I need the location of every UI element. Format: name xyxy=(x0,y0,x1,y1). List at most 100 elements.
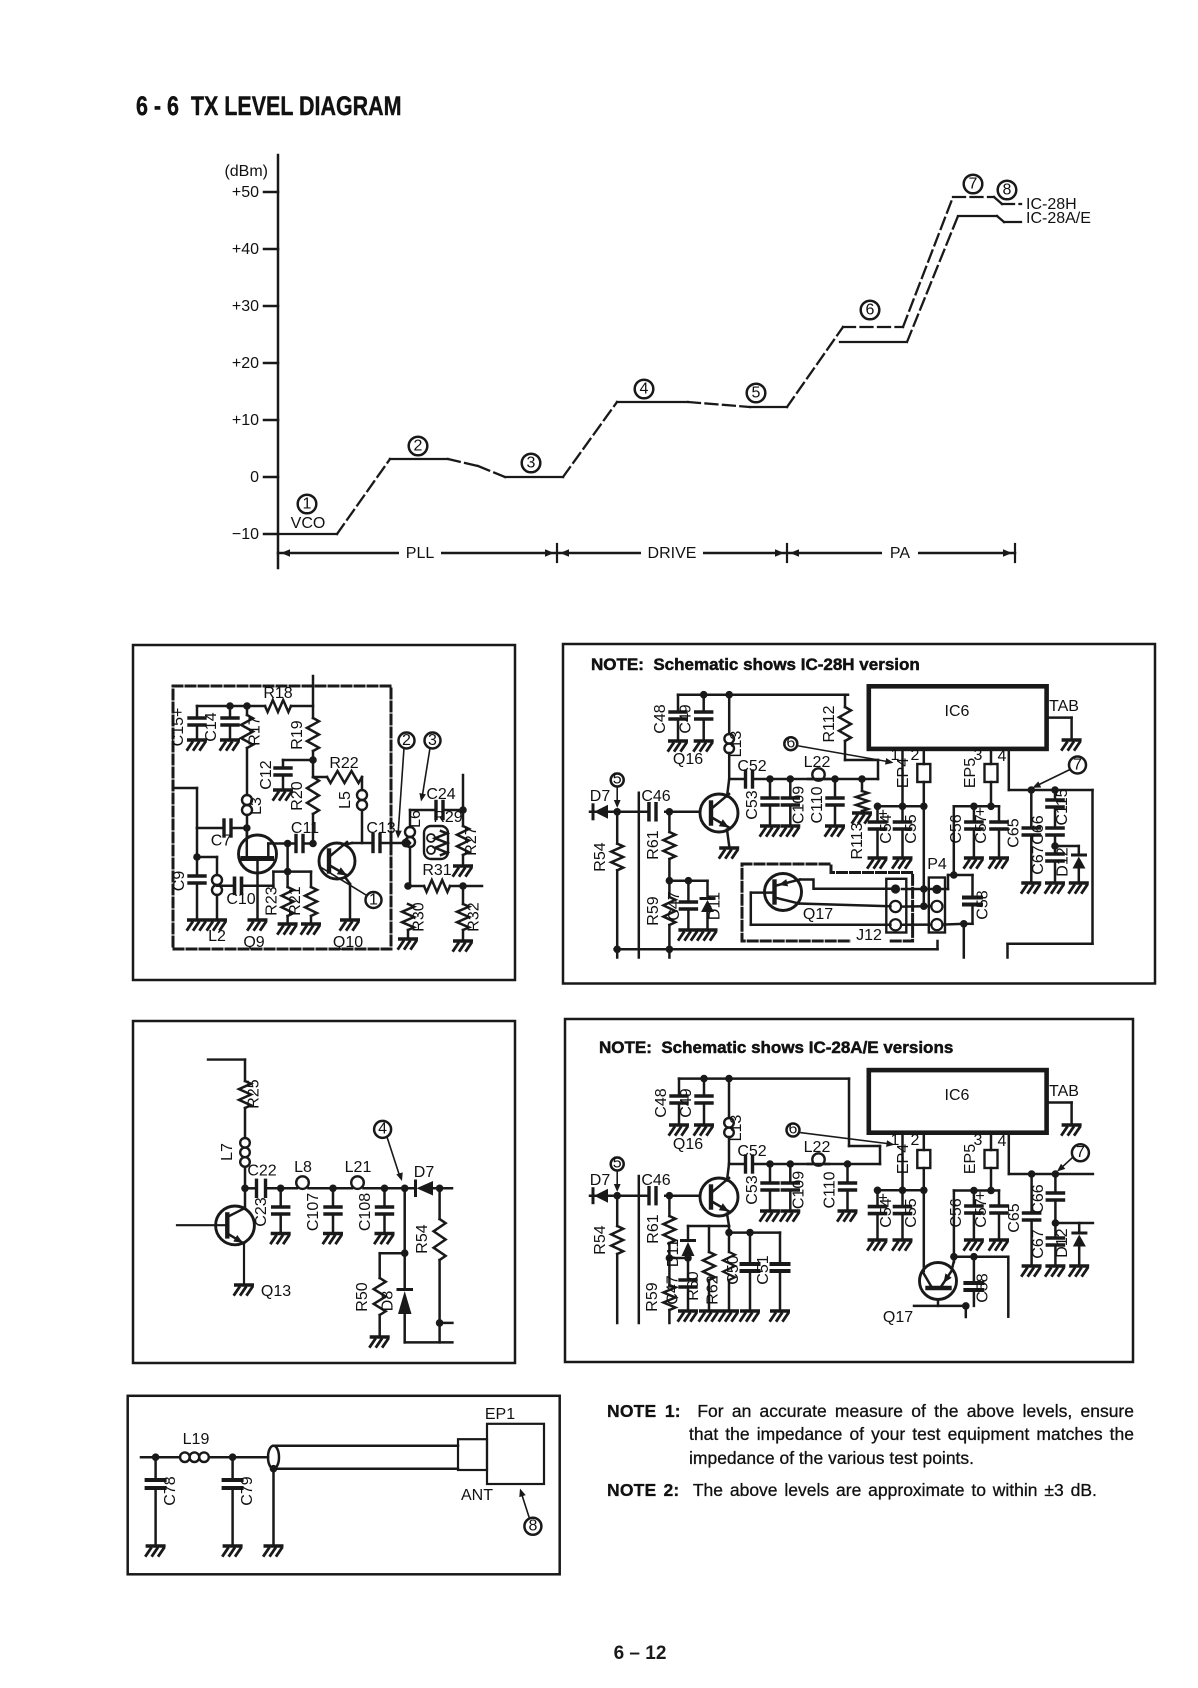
svg-text:Q9: Q9 xyxy=(243,934,264,951)
svg-text:C53: C53 xyxy=(744,790,761,819)
svg-text:C67: C67 xyxy=(1030,1229,1047,1258)
svg-text:+: + xyxy=(878,1190,887,1207)
svg-text:4: 4 xyxy=(378,1121,387,1138)
svg-text:4: 4 xyxy=(998,748,1007,765)
svg-text:C57: C57 xyxy=(973,1198,990,1227)
svg-text:L7: L7 xyxy=(219,1143,236,1161)
svg-text:C108: C108 xyxy=(357,1193,374,1231)
svg-text:R61: R61 xyxy=(645,1214,662,1243)
svg-text:+20: +20 xyxy=(232,355,259,372)
svg-text:IC-28A/E: IC-28A/E xyxy=(1026,210,1091,227)
svg-text:R25: R25 xyxy=(246,1079,263,1108)
svg-text:C65: C65 xyxy=(1006,818,1023,847)
svg-text:C78: C78 xyxy=(162,1476,179,1505)
svg-text:5: 5 xyxy=(613,1155,622,1172)
svg-text:L3: L3 xyxy=(248,797,265,815)
svg-text:L2: L2 xyxy=(208,928,226,945)
svg-text:C47: C47 xyxy=(665,1275,682,1304)
svg-text:C49: C49 xyxy=(678,1088,695,1117)
svg-text:3: 3 xyxy=(974,1132,983,1149)
svg-text:C56: C56 xyxy=(948,814,965,843)
svg-text:7: 7 xyxy=(969,175,978,192)
svg-text:D8: D8 xyxy=(380,1291,397,1312)
svg-text:R31: R31 xyxy=(422,862,451,879)
svg-text:+50: +50 xyxy=(232,184,259,201)
svg-text:C46: C46 xyxy=(641,1172,670,1189)
svg-text:R59: R59 xyxy=(645,896,662,925)
svg-text:IC-28H: IC-28H xyxy=(1026,196,1077,213)
svg-text:D7: D7 xyxy=(414,1164,435,1181)
svg-text:C22: C22 xyxy=(247,1163,276,1180)
svg-text:R54: R54 xyxy=(592,1225,609,1254)
svg-text:C9: C9 xyxy=(171,871,188,892)
svg-text:C13: C13 xyxy=(366,820,395,837)
svg-text:C53: C53 xyxy=(744,1175,761,1204)
svg-text:R27: R27 xyxy=(463,826,480,855)
svg-text:C49: C49 xyxy=(678,704,695,733)
svg-text:DRIVE: DRIVE xyxy=(648,545,697,562)
svg-text:Q16: Q16 xyxy=(673,1136,703,1153)
svg-text:C51: C51 xyxy=(755,1255,772,1284)
svg-text:C56: C56 xyxy=(948,1198,965,1227)
svg-text:C11: C11 xyxy=(291,820,319,837)
svg-text:Q13: Q13 xyxy=(261,1283,291,1300)
svg-text:C12: C12 xyxy=(258,760,275,789)
svg-text:C65: C65 xyxy=(1006,1203,1023,1232)
svg-text:L21: L21 xyxy=(345,1159,372,1176)
svg-text:1: 1 xyxy=(891,1132,900,1149)
svg-text:R17: R17 xyxy=(247,716,264,745)
svg-text:R23: R23 xyxy=(264,886,281,915)
svg-text:P4: P4 xyxy=(927,856,947,873)
svg-text:C47: C47 xyxy=(666,891,683,920)
svg-text:C58: C58 xyxy=(975,1273,992,1302)
svg-text:Q17: Q17 xyxy=(883,1309,913,1326)
svg-text:C48: C48 xyxy=(653,1088,670,1117)
svg-text:L5: L5 xyxy=(337,791,354,809)
svg-text:C115: C115 xyxy=(1054,788,1071,825)
svg-text:6: 6 xyxy=(866,301,875,318)
svg-text:TAB: TAB xyxy=(1049,698,1079,715)
svg-text:(dBm): (dBm) xyxy=(224,163,268,180)
svg-text:R62: R62 xyxy=(705,1275,722,1304)
svg-text:IC6: IC6 xyxy=(945,703,970,720)
svg-text:C10: C10 xyxy=(226,891,255,908)
svg-text:R61: R61 xyxy=(645,830,662,859)
svg-text:R54: R54 xyxy=(592,842,609,871)
svg-text:C109: C109 xyxy=(790,786,807,824)
svg-text:2: 2 xyxy=(402,732,411,749)
svg-text:L13: L13 xyxy=(728,731,745,758)
svg-text:5: 5 xyxy=(752,384,761,401)
svg-text:R21: R21 xyxy=(287,886,304,915)
svg-text:EP1: EP1 xyxy=(485,1406,515,1423)
svg-text:2: 2 xyxy=(911,1132,920,1149)
svg-text:R54: R54 xyxy=(414,1224,431,1253)
svg-text:3: 3 xyxy=(527,454,536,471)
svg-text:C66: C66 xyxy=(1030,1184,1047,1213)
svg-text:L22: L22 xyxy=(804,754,831,771)
svg-text:L6: L6 xyxy=(407,810,424,828)
svg-text:IC6: IC6 xyxy=(945,1087,970,1104)
svg-text:7: 7 xyxy=(1076,1144,1085,1161)
svg-text:3: 3 xyxy=(428,732,437,749)
svg-text:1: 1 xyxy=(303,495,312,512)
svg-text:PLL: PLL xyxy=(406,545,435,562)
svg-text:4: 4 xyxy=(640,380,649,397)
svg-text:1: 1 xyxy=(891,747,900,764)
svg-text:8: 8 xyxy=(1003,181,1012,198)
svg-text:1: 1 xyxy=(369,891,378,908)
svg-text:C50: C50 xyxy=(725,1255,742,1284)
svg-text:5: 5 xyxy=(613,771,622,788)
svg-text:C52: C52 xyxy=(737,1143,766,1160)
svg-text:R60: R60 xyxy=(685,1271,702,1300)
svg-text:D7: D7 xyxy=(590,788,611,805)
svg-text:C15+: C15+ xyxy=(170,708,187,747)
svg-text:C23: C23 xyxy=(253,1197,270,1226)
svg-text:C79: C79 xyxy=(239,1476,256,1505)
svg-text:6: 6 xyxy=(786,734,795,751)
svg-text:C57: C57 xyxy=(973,814,990,843)
svg-text:6: 6 xyxy=(789,1121,798,1138)
svg-text:R30: R30 xyxy=(411,902,428,931)
svg-text:D12: D12 xyxy=(1054,1228,1071,1257)
svg-text:Q16: Q16 xyxy=(673,751,703,768)
svg-text:J12: J12 xyxy=(856,927,882,944)
